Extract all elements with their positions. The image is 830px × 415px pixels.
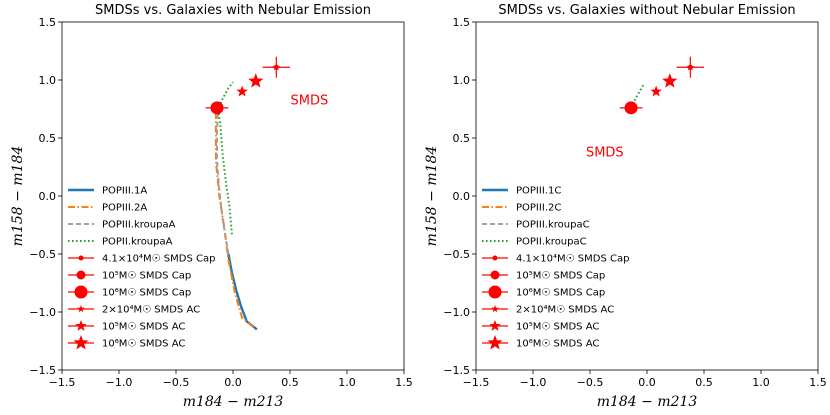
y-tick-label: 1.0 <box>39 74 57 87</box>
legend-label-popiii-2c: POPIII.2C <box>516 203 561 214</box>
y-tick-label: −1.5 <box>443 364 470 377</box>
legend-marker-10-m-smds-ac <box>75 320 87 331</box>
legend-label-popiii-1a: POPIII.1A <box>102 186 147 197</box>
y-tick-label: 0.5 <box>39 132 57 145</box>
y-tick-label: 0.0 <box>39 190 57 203</box>
data-point-10-m-smds-cap <box>210 101 224 115</box>
y-axis-label: m158 − m184 <box>424 146 440 247</box>
x-tick-label: −0.5 <box>163 376 190 389</box>
y-axis-label: m158 − m184 <box>10 146 26 247</box>
chart-title: SMDSs vs. Galaxies without Nebular Emiss… <box>498 3 795 18</box>
legend-label-popiii-kroupaa: POPIII.kroupaA <box>102 220 176 231</box>
x-tick-label: 0.5 <box>281 376 299 389</box>
legend-label-4-1-10-m-smds-cap: 4.1×10⁴M☉ SMDS Cap <box>516 254 629 265</box>
y-tick-label: −1.5 <box>29 364 56 377</box>
y-tick-label: 1.5 <box>39 16 57 29</box>
legend-label-popiii-kroupac: POPIII.kroupaC <box>516 220 590 231</box>
legend-marker-10-m-smds-cap <box>490 270 500 280</box>
x-axis-label: m184 − m213 <box>597 394 698 410</box>
x-tick-label: 0.0 <box>638 376 656 389</box>
x-tick-label: 1.0 <box>752 376 770 389</box>
x-tick-label: −1.0 <box>106 376 133 389</box>
legend-marker-2-10-m-smds-ac <box>77 305 85 313</box>
series-line-popiii-2a <box>214 107 255 328</box>
legend-marker-10-m-smds-cap <box>76 270 86 280</box>
x-tick-label: 1.5 <box>395 376 413 389</box>
y-tick-label: 0.5 <box>453 132 471 145</box>
legend-label-10-m-smds-cap: 10⁶M☉ SMDS Cap <box>516 288 605 299</box>
x-tick-label: −1.5 <box>49 376 76 389</box>
data-point-2-10-m-smds-ac <box>272 63 281 71</box>
legend-label-10-m-smds-ac: 10⁵M☉ SMDS AC <box>516 322 599 333</box>
legend-marker-10-m-smds-ac <box>489 320 501 331</box>
legend-label-2-10-m-smds-ac: 2×10⁴M☉ SMDS AC <box>102 305 200 316</box>
legend-label-popii-kroupaa: POPII.kroupaA <box>102 237 173 248</box>
data-point-2-10-m-smds-ac <box>686 63 695 71</box>
legend-marker-4-1-10-m-smds-cap <box>78 255 84 261</box>
legend-label-popii-kroupac: POPII.kroupaC <box>516 237 587 248</box>
legend-label-10-m-smds-ac: 10⁶M☉ SMDS AC <box>102 339 185 350</box>
x-tick-label: −1.0 <box>520 376 547 389</box>
panel-without-nebular-emission: SMDSs vs. Galaxies without Nebular Emiss… <box>424 3 827 410</box>
x-tick-label: −0.5 <box>577 376 604 389</box>
legend-label-10-m-smds-cap: 10⁶M☉ SMDS Cap <box>102 288 191 299</box>
series-line-popiii-kroupaa <box>216 107 230 255</box>
data-point-10-m-smds-cap <box>624 101 638 115</box>
x-tick-label: 0.0 <box>224 376 242 389</box>
legend-marker-10-m-smds-ac <box>73 335 89 350</box>
x-axis-label: m184 − m213 <box>183 394 284 410</box>
legend-label-10-m-smds-ac: 10⁶M☉ SMDS AC <box>516 339 599 350</box>
y-tick-label: −1.0 <box>443 306 470 319</box>
legend-label-10-m-smds-ac: 10⁵M☉ SMDS AC <box>102 322 185 333</box>
legend-label-2-10-m-smds-ac: 2×10⁴M☉ SMDS AC <box>516 305 614 316</box>
data-point-10-m-smds-ac <box>236 85 248 97</box>
legend-label-10-m-smds-cap: 10⁵M☉ SMDS Cap <box>102 271 191 282</box>
legend-label-popiii-1c: POPIII.1C <box>516 186 561 197</box>
smds-annotation: SMDS <box>291 93 329 108</box>
y-tick-label: −0.5 <box>443 248 470 261</box>
data-point-10-m-smds-ac <box>662 73 678 88</box>
data-point-10-m-smds-ac <box>650 85 662 97</box>
x-tick-label: 1.5 <box>809 376 827 389</box>
x-tick-label: 1.0 <box>338 376 356 389</box>
legend-marker-4-1-10-m-smds-cap <box>492 255 498 261</box>
x-tick-label: −1.5 <box>463 376 490 389</box>
y-tick-label: 0.0 <box>453 190 471 203</box>
y-tick-label: 1.0 <box>453 74 471 87</box>
chart-title: SMDSs vs. Galaxies with Nebular Emission <box>95 3 371 18</box>
y-tick-label: −0.5 <box>29 248 56 261</box>
y-tick-label: 1.5 <box>453 16 471 29</box>
legend-label-4-1-10-m-smds-cap: 4.1×10⁴M☉ SMDS Cap <box>102 254 215 265</box>
legend-marker-10-m-smds-cap <box>488 285 502 299</box>
legend-label-10-m-smds-cap: 10⁵M☉ SMDS Cap <box>516 271 605 282</box>
legend-label-popiii-2a: POPIII.2A <box>102 203 147 214</box>
panel-with-nebular-emission: SMDSs vs. Galaxies with Nebular Emission… <box>10 3 413 410</box>
x-tick-label: 0.5 <box>695 376 713 389</box>
legend-marker-10-m-smds-cap <box>74 285 88 299</box>
smds-annotation: SMDS <box>586 146 624 161</box>
data-point-10-m-smds-ac <box>248 73 264 88</box>
legend-marker-10-m-smds-ac <box>487 335 503 350</box>
series-line-popii-kroupaa <box>217 81 234 235</box>
legend-marker-2-10-m-smds-ac <box>491 305 499 313</box>
y-tick-label: −1.0 <box>29 306 56 319</box>
